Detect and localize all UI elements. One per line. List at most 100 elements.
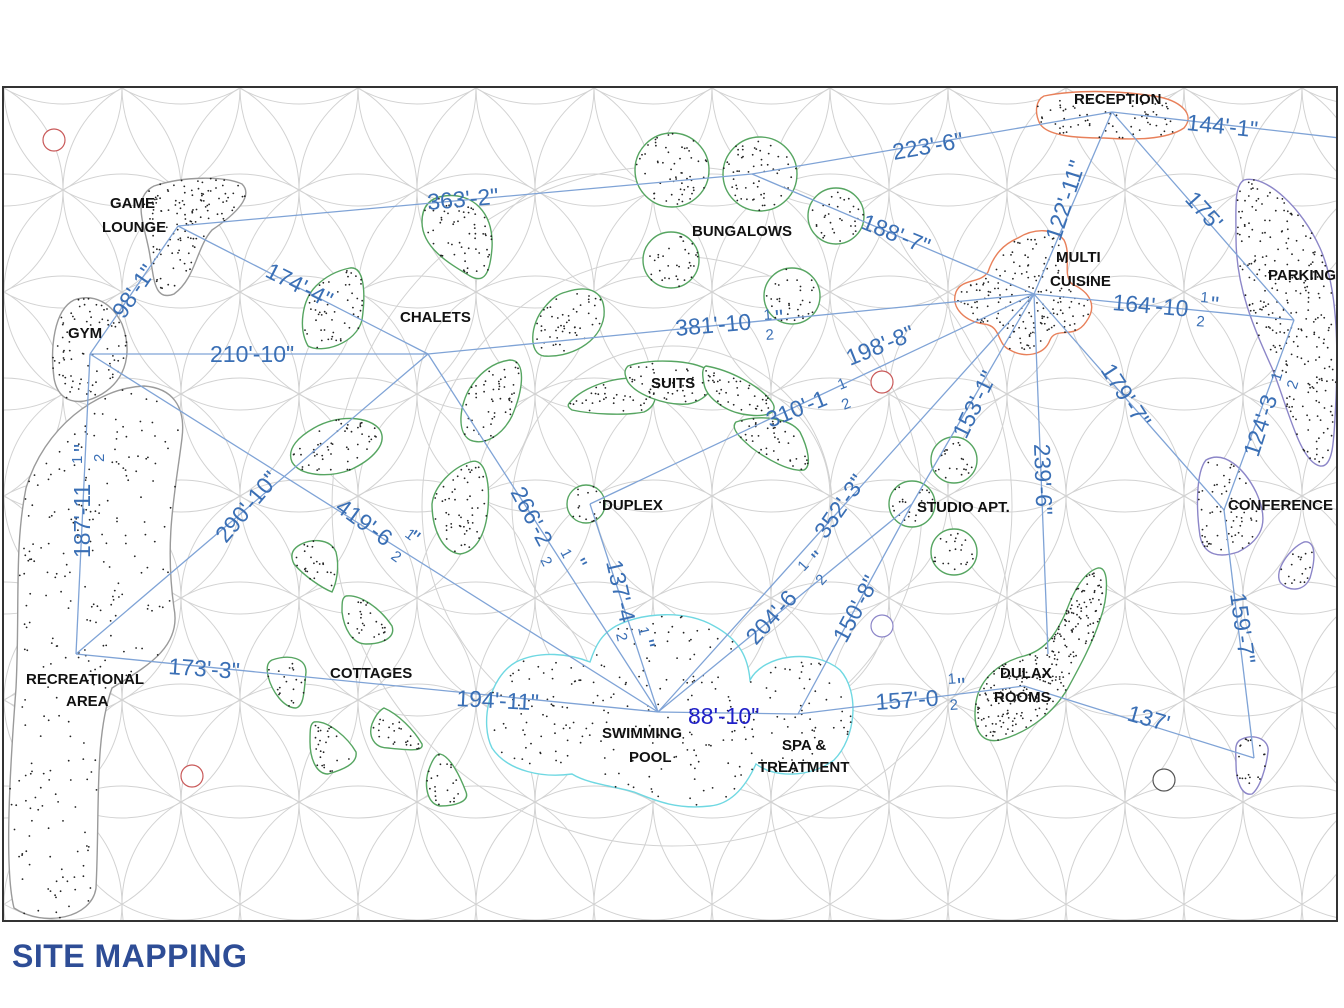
stipple-dot	[243, 195, 246, 198]
stipple-dot	[1249, 309, 1252, 312]
stipple-dot	[1051, 650, 1054, 653]
stipple-dot	[655, 144, 657, 147]
stipple-dot	[1283, 209, 1285, 212]
link-line	[911, 293, 1035, 505]
stipple-dot	[1307, 291, 1310, 294]
stipple-dot	[776, 172, 779, 175]
stipple-dot	[451, 491, 454, 493]
stipple-dot	[1053, 658, 1056, 660]
dim-157-0-fraction: 2	[949, 696, 959, 714]
link-line	[177, 173, 753, 227]
stipple-dot	[841, 219, 843, 222]
stipple-dot	[1257, 197, 1260, 200]
stipple-dot	[458, 514, 460, 517]
stipple-dot	[664, 277, 666, 279]
stipple-dot	[352, 313, 355, 316]
stipple-dot	[545, 715, 548, 718]
dim-188-7: 188'-7"	[858, 209, 934, 260]
stipple-dot	[1264, 263, 1267, 266]
stipple-dot	[25, 626, 28, 629]
stipple-dot	[691, 392, 694, 394]
stipple-dot	[154, 196, 157, 199]
stipple-dot	[315, 319, 317, 322]
stipple-dot	[96, 370, 98, 373]
stipple-dot	[323, 764, 325, 766]
stipple-dot	[331, 319, 333, 321]
stipple-dot	[758, 451, 760, 454]
stipple-dot	[31, 504, 34, 507]
stipple-dot	[681, 200, 684, 203]
stipple-dot	[731, 186, 734, 188]
stipple-dot	[596, 694, 599, 697]
stipple-dot	[148, 190, 151, 192]
stipple-dot	[725, 795, 727, 798]
stipple-dot	[1250, 519, 1253, 521]
stipple-dot	[348, 758, 350, 760]
stipple-dot	[1038, 707, 1041, 710]
label-game-lounge: LOUNGE	[102, 219, 166, 236]
stipple-dot	[435, 799, 437, 802]
grid-circle	[356, 88, 478, 105]
stipple-dot	[1331, 421, 1334, 423]
stipple-dot	[1087, 617, 1090, 619]
stipple-dot	[1155, 113, 1158, 116]
stipple-dot	[671, 382, 674, 384]
stipple-dot	[1331, 414, 1334, 417]
stipple-dot	[610, 696, 612, 699]
stipple-dot	[1045, 708, 1048, 710]
stipple-dot	[947, 562, 950, 565]
link-line	[751, 173, 1035, 295]
stipple-dot	[894, 488, 897, 491]
stipple-dot	[612, 402, 615, 405]
cottage-unit	[425, 753, 468, 807]
stipple-dot	[58, 714, 60, 717]
stipple-dot	[382, 719, 385, 722]
stipple-dot	[567, 315, 570, 317]
stipple-dot	[467, 206, 470, 209]
stipple-dot	[1149, 123, 1151, 126]
stipple-dot	[1232, 465, 1235, 467]
stipple-dot	[825, 698, 828, 701]
stipple-dot	[285, 680, 288, 683]
stipple-dot	[86, 845, 88, 847]
stipple-dot	[741, 420, 743, 422]
stipple-dot	[373, 636, 376, 638]
stipple-dot	[1259, 744, 1261, 747]
stipple-dot	[1323, 338, 1325, 341]
stipple-dot	[441, 500, 444, 503]
dim-187-11-inch: "	[69, 444, 95, 452]
stipple-dot	[512, 384, 515, 386]
stipple-dot	[471, 514, 474, 516]
stipple-dot	[684, 400, 687, 403]
stipple-dot	[681, 172, 683, 174]
stipple-dot	[991, 722, 994, 725]
stipple-dot	[1076, 587, 1079, 590]
stipple-dot	[514, 366, 517, 369]
stipple-dot	[167, 244, 170, 247]
stipple-dot	[828, 203, 831, 206]
stipple-dot	[518, 704, 520, 707]
stipple-dot	[434, 497, 437, 499]
stipple-dot	[497, 380, 500, 383]
link-line	[1033, 293, 1049, 655]
stipple-dot	[465, 529, 468, 532]
stipple-dot	[751, 728, 754, 731]
stipple-dot	[1281, 198, 1284, 200]
grid-circle	[4, 88, 64, 293]
stipple-dot	[478, 476, 481, 479]
stipple-dot	[549, 336, 551, 338]
stipple-dot	[1286, 263, 1289, 266]
label-studio-apt: STUDIO APT.	[917, 499, 1010, 516]
dim-98-1: 98'-1"	[107, 260, 161, 323]
stipple-dot	[361, 622, 364, 625]
stipple-dot	[806, 459, 808, 461]
stipple-dot	[997, 301, 1000, 304]
stipple-dot	[1077, 124, 1080, 126]
stipple-dot	[192, 237, 195, 240]
stipple-dot	[1297, 328, 1300, 330]
stipple-dot	[152, 480, 155, 482]
dim-266-2-inch: "	[566, 554, 593, 573]
stipple-dot	[1258, 268, 1261, 271]
stipple-dot	[595, 517, 598, 519]
stipple-dot	[1069, 324, 1071, 326]
